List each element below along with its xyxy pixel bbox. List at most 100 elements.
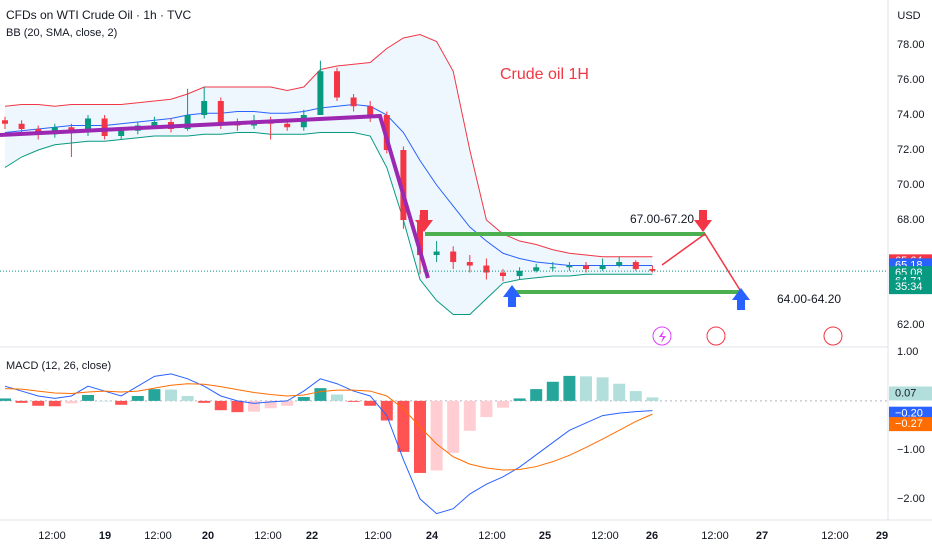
- x-tick-label: 12:00: [38, 530, 66, 542]
- candle-body: [483, 265, 490, 273]
- y-tick-label: 76.00: [897, 74, 925, 86]
- candle-body: [201, 100, 208, 115]
- y-tick-label: −1.00: [897, 444, 925, 456]
- histogram-bar: [414, 400, 426, 473]
- y-tick-label: 1.00: [897, 346, 918, 358]
- currency: USD: [897, 10, 920, 22]
- candle-body: [284, 123, 291, 128]
- annotation: Crude oil 1H: [500, 66, 589, 83]
- event-icon[interactable]: [823, 326, 843, 346]
- countdown-badge: [889, 280, 932, 295]
- y-tick-label: −2.00: [897, 493, 925, 505]
- candle-body: [317, 71, 324, 115]
- candle-body: [2, 120, 8, 124]
- price-badge: [889, 386, 932, 401]
- histogram-bar: [596, 377, 609, 401]
- histogram-bar: [331, 394, 343, 401]
- candle-body: [417, 220, 423, 256]
- histogram-bar: [497, 400, 509, 408]
- x-tick-label: 20: [202, 530, 214, 542]
- x-tick-label: 19: [99, 530, 111, 542]
- x-tick-label: 26: [646, 530, 658, 542]
- candle-body: [151, 122, 158, 126]
- histogram-bar: [563, 375, 576, 401]
- histogram-bar: [314, 388, 327, 401]
- histogram-bar: [131, 395, 144, 401]
- candle-body: [500, 272, 506, 277]
- event-icon-bolt: [659, 330, 666, 343]
- line: [4, 373, 653, 515]
- down-arrow: [694, 210, 712, 232]
- line: [4, 33, 653, 258]
- y-tick-label: 70.00: [897, 179, 925, 191]
- projection-path: [661, 232, 741, 291]
- x-tick-label: 29: [876, 530, 888, 542]
- x-tick-label: 24: [426, 530, 439, 542]
- histogram-bar: [65, 400, 78, 404]
- histogram-bar: [613, 383, 626, 401]
- candle-body: [516, 270, 523, 277]
- histogram-bar: [629, 391, 642, 401]
- histogram-bar: [264, 400, 277, 409]
- x-tick-label: 12:00: [364, 530, 392, 542]
- candle-body: [583, 265, 589, 270]
- histogram-bar: [281, 400, 294, 406]
- histogram-bar: [15, 400, 28, 403]
- candle-body: [433, 251, 440, 256]
- y-tick-label: 74.00: [897, 109, 925, 121]
- y-tick-label: 68.00: [897, 214, 925, 226]
- histogram-bar: [214, 400, 227, 411]
- y-tick-label: 78.00: [897, 39, 925, 51]
- histogram-bar: [380, 400, 393, 421]
- x-tick-label: 25: [539, 530, 551, 542]
- histogram-bar: [98, 400, 111, 402]
- histogram-bar: [181, 395, 194, 401]
- histogram-bar: [463, 400, 476, 431]
- histogram-bar: [297, 396, 310, 401]
- x-tick-label: 12:00: [144, 530, 172, 542]
- histogram-bar: [198, 400, 211, 403]
- candle-body: [549, 267, 556, 269]
- x-tick-label: 22: [306, 530, 318, 542]
- candle-body: [118, 130, 125, 137]
- price-badge-label: −0.20: [895, 408, 923, 420]
- candle-body: [85, 118, 91, 133]
- x-tick-label: 12:00: [701, 530, 729, 542]
- candle-body: [101, 118, 108, 137]
- histogram-bar: [32, 400, 45, 406]
- x-tick-label: 27: [756, 530, 768, 542]
- candle-body: [533, 267, 540, 271]
- down-arrow: [415, 210, 433, 232]
- candle-body: [599, 265, 606, 270]
- candle-body: [334, 71, 340, 98]
- histogram-bar: [646, 397, 659, 401]
- chart-title: CFDs on WTI Crude Oil · 1h · TVC: [6, 8, 191, 22]
- price-badge: [889, 417, 932, 432]
- histogram-bar: [530, 389, 543, 401]
- histogram-bar: [546, 381, 559, 401]
- x-tick-label: 12:00: [591, 530, 619, 542]
- y-tick-label: 72.00: [897, 144, 925, 156]
- candle-body: [566, 265, 573, 268]
- candle-body: [632, 262, 639, 270]
- candle-body: [450, 251, 457, 263]
- histogram-bar: [364, 400, 377, 406]
- histogram-bar: [513, 398, 526, 401]
- histogram-bar: [231, 400, 244, 413]
- event-icon[interactable]: [706, 326, 726, 346]
- candle-body: [217, 100, 224, 124]
- y-tick-label: 62.00: [897, 319, 925, 331]
- macd-label: MACD (12, 26, close): [6, 360, 111, 372]
- candle-body: [18, 123, 25, 130]
- zone-label: 67.00-67.20: [630, 212, 694, 226]
- histogram-bar: [165, 389, 177, 401]
- price-badge-label: 0.07: [895, 387, 916, 399]
- histogram-bar: [82, 395, 94, 401]
- line: [4, 383, 653, 471]
- histogram-bar: [0, 398, 11, 401]
- candle-body: [184, 115, 191, 130]
- indicator-label: BB (20, SMA, close, 2): [6, 27, 117, 39]
- up-arrow: [732, 288, 750, 310]
- price-badge-label: −0.27: [895, 418, 923, 430]
